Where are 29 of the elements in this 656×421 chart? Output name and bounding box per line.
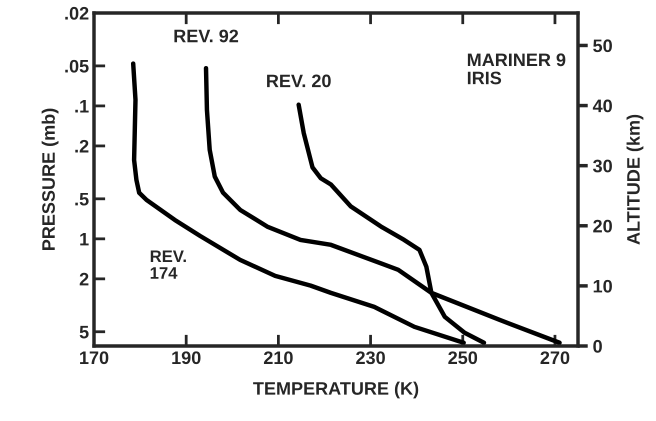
series-label: REV. 20 — [267, 74, 331, 88]
y-tick-label: .02 — [65, 6, 88, 20]
line-series — [204, 66, 562, 345]
y-tick-label: .5 — [75, 192, 89, 206]
y-axis-title: PRESSURE (mb) — [42, 108, 58, 250]
y2-tick-label: 40 — [592, 100, 612, 112]
x-tick-label: 250 — [448, 351, 478, 364]
y-tick-label: .05 — [65, 60, 89, 73]
x-tick-label: 230 — [356, 351, 385, 364]
x-tick-label: 210 — [264, 351, 293, 364]
series-label: REV. 174 — [150, 250, 186, 279]
x-tick-label: 190 — [172, 351, 201, 364]
y-tick-label: 1 — [80, 232, 89, 246]
series-label: REV. 92 — [174, 30, 238, 42]
y2-tick-label: 20 — [593, 220, 612, 233]
line-series — [130, 61, 466, 345]
y-tick-label: 2 — [80, 272, 88, 286]
y-tick-label: .2 — [75, 140, 88, 152]
y2-tick-label: 10 — [594, 280, 612, 293]
x-axis-title: TEMPERATURE (K) — [253, 382, 418, 398]
y2-tick-label: 50 — [593, 39, 612, 52]
y2-tick-label: 0 — [593, 340, 602, 353]
x-tick-label: 170 — [80, 351, 108, 364]
x-tick-label: 270 — [540, 351, 570, 364]
y-tick-label: .1 — [75, 100, 89, 112]
annotation: MARINER 9 IRIS — [468, 53, 566, 84]
y-tick-label: 5 — [80, 326, 89, 338]
y2-axis-title: ALTITUDE (km) — [626, 114, 644, 245]
y2-tick-label: 30 — [593, 160, 612, 172]
